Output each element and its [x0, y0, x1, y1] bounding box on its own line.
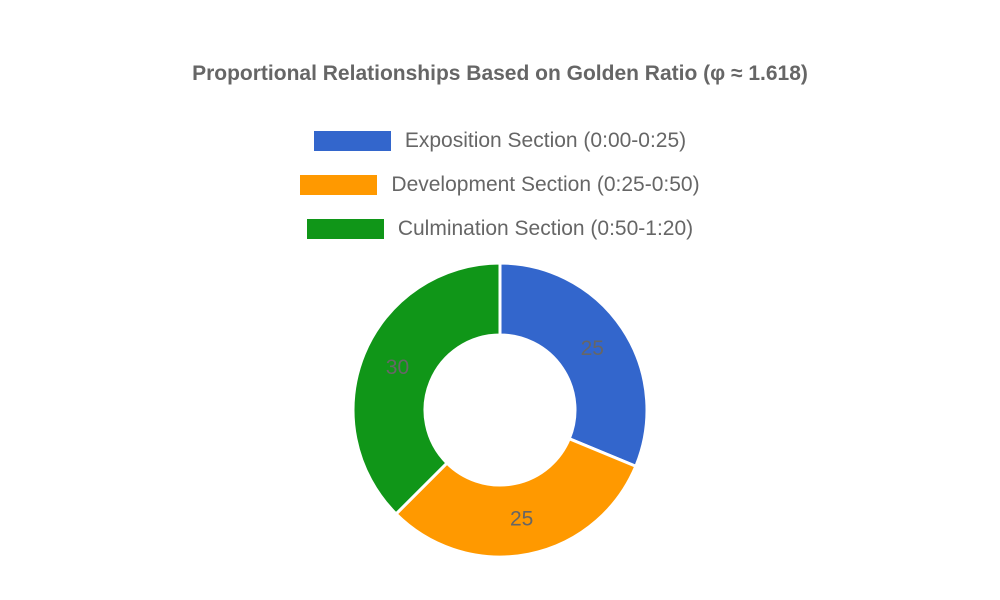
legend-swatch-exposition — [313, 131, 391, 151]
slice-development[interactable] — [393, 436, 638, 559]
legend-label-culmination: Culmination Section (0:50-1:20) — [397, 217, 694, 240]
data-label-development: 25 — [510, 507, 533, 530]
legend-item-development[interactable]: Development Section (0:25-0:50) — [0, 170, 1000, 200]
legend-swatch-development — [300, 175, 378, 195]
legend-label-development: Development Section (0:25-0:50) — [391, 173, 700, 196]
data-label-culmination: 30 — [386, 356, 409, 379]
legend-item-culmination[interactable]: Culmination Section (0:50-1:20) — [0, 214, 1000, 244]
chart-legend: Exposition Section (0:00-0:25) Developme… — [0, 126, 1000, 258]
slice-culmination[interactable] — [351, 261, 502, 517]
legend-label-exposition: Exposition Section (0:00-0:25) — [404, 129, 687, 152]
legend-item-exposition[interactable]: Exposition Section (0:00-0:25) — [0, 126, 1000, 156]
chart-title: Proportional Relationships Based on Gold… — [192, 62, 808, 85]
slice-exposition[interactable] — [498, 261, 649, 469]
data-label-exposition: 25 — [581, 337, 604, 360]
legend-swatch-culmination — [306, 219, 384, 239]
